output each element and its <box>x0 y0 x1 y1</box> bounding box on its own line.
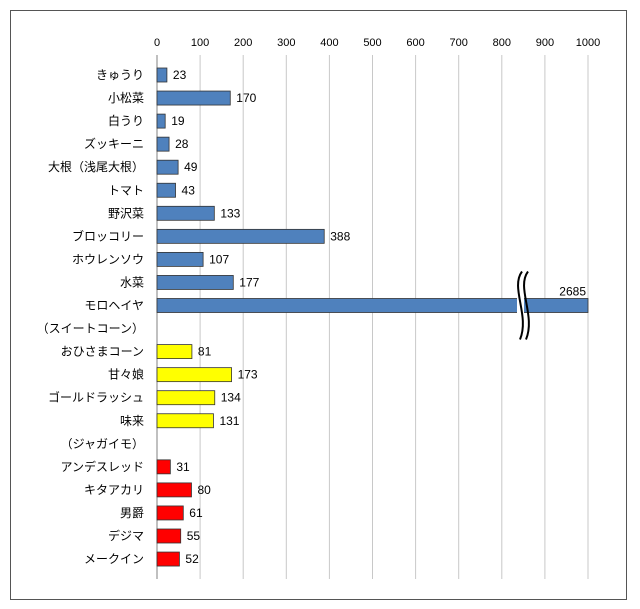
value-label: 134 <box>221 391 241 405</box>
bar <box>156 182 176 198</box>
category-label: デジマ <box>108 528 144 543</box>
x-tick-label: 100 <box>191 37 209 49</box>
axis-break-line <box>517 270 524 340</box>
axis-break <box>517 270 530 340</box>
bar <box>156 113 166 129</box>
category-label: ゴールドラッシュ <box>48 390 144 405</box>
category-label: アンデスレッド <box>60 459 144 474</box>
value-label: 52 <box>185 552 199 566</box>
bar <box>156 505 184 521</box>
x-tick-label: 800 <box>493 37 511 49</box>
value-label: 55 <box>187 529 201 543</box>
value-label: 2685 <box>559 285 586 299</box>
x-tick-label: 200 <box>234 37 252 49</box>
value-label: 43 <box>182 183 196 197</box>
x-tick-label: 600 <box>406 37 424 49</box>
bar <box>156 275 234 290</box>
x-tick-label: 1000 <box>576 37 600 49</box>
value-label: 28 <box>175 137 189 151</box>
category-label: モロヘイヤ <box>84 299 144 313</box>
value-label: 173 <box>238 368 258 382</box>
bar <box>156 136 170 152</box>
category-label: ズッキーニ <box>84 136 144 151</box>
category-label: 甘々娘 <box>108 367 144 382</box>
x-tick-label: 700 <box>450 37 468 49</box>
bar-chart: 0 100 200 300 400 500 600 700 800 900 1000 きゅうり小松菜… <box>37 37 600 579</box>
category-label: 白うり <box>108 113 144 128</box>
bar <box>156 459 171 475</box>
x-tick-label: 400 <box>320 37 338 49</box>
x-tick-label: 500 <box>363 37 381 49</box>
axis-break-line <box>523 270 530 340</box>
value-label: 19 <box>171 114 185 128</box>
value-label: 133 <box>220 206 240 220</box>
category-label: （スイートコーン） <box>37 322 144 336</box>
bar <box>156 367 232 383</box>
bar <box>156 298 589 313</box>
bar <box>156 251 204 267</box>
value-label: 170 <box>236 91 256 105</box>
bar <box>156 228 325 244</box>
value-label: 31 <box>176 460 190 474</box>
value-label: 131 <box>219 414 239 428</box>
bars <box>156 67 589 567</box>
category-label: きゅうり <box>96 68 144 82</box>
value-label: 177 <box>239 275 259 289</box>
category-label: トマト <box>108 183 144 197</box>
category-label: （ジャガイモ） <box>61 437 144 451</box>
bar <box>156 344 193 360</box>
value-label: 49 <box>184 160 198 174</box>
value-label: 61 <box>189 506 203 520</box>
x-tick-label: 900 <box>536 37 554 49</box>
category-label: キタアカリ <box>84 483 144 497</box>
category-label: メークイン <box>84 552 144 566</box>
x-tick-label: 0 <box>154 37 160 49</box>
value-label: 80 <box>197 483 211 497</box>
value-label: 107 <box>209 252 229 266</box>
gridlines <box>156 55 589 579</box>
bar <box>156 528 182 544</box>
bar <box>156 551 180 567</box>
category-label: 男爵 <box>120 506 144 520</box>
value-labels: 23 170 19 28 49 43 133 388 107 177 2685 81 173 134 131… <box>171 68 586 566</box>
x-tick-label: 300 <box>277 37 295 49</box>
bar <box>156 67 168 83</box>
value-label: 23 <box>173 68 187 82</box>
chart-frame: 0 100 200 300 400 500 600 700 800 900 1000 きゅうり小松菜… <box>10 10 627 600</box>
category-label: おひさまコーン <box>61 345 144 359</box>
category-label: ブロッコリー <box>72 228 144 243</box>
value-label: 81 <box>198 345 212 359</box>
bar <box>156 90 231 106</box>
bar <box>156 482 192 498</box>
bar <box>156 390 216 406</box>
category-label: 小松菜 <box>108 91 144 105</box>
value-label: 388 <box>330 229 350 243</box>
category-label: 味来 <box>120 414 144 428</box>
bar <box>156 205 215 221</box>
category-label: 水菜 <box>120 275 144 289</box>
category-label: 野沢菜 <box>108 206 144 220</box>
bar <box>156 159 179 175</box>
category-label: ホウレンソウ <box>72 252 144 266</box>
category-label: 大根（浅尾大根） <box>48 160 144 174</box>
x-axis-ticks: 0 100 200 300 400 500 600 700 800 900 1000 <box>154 37 600 49</box>
bar <box>156 413 214 429</box>
